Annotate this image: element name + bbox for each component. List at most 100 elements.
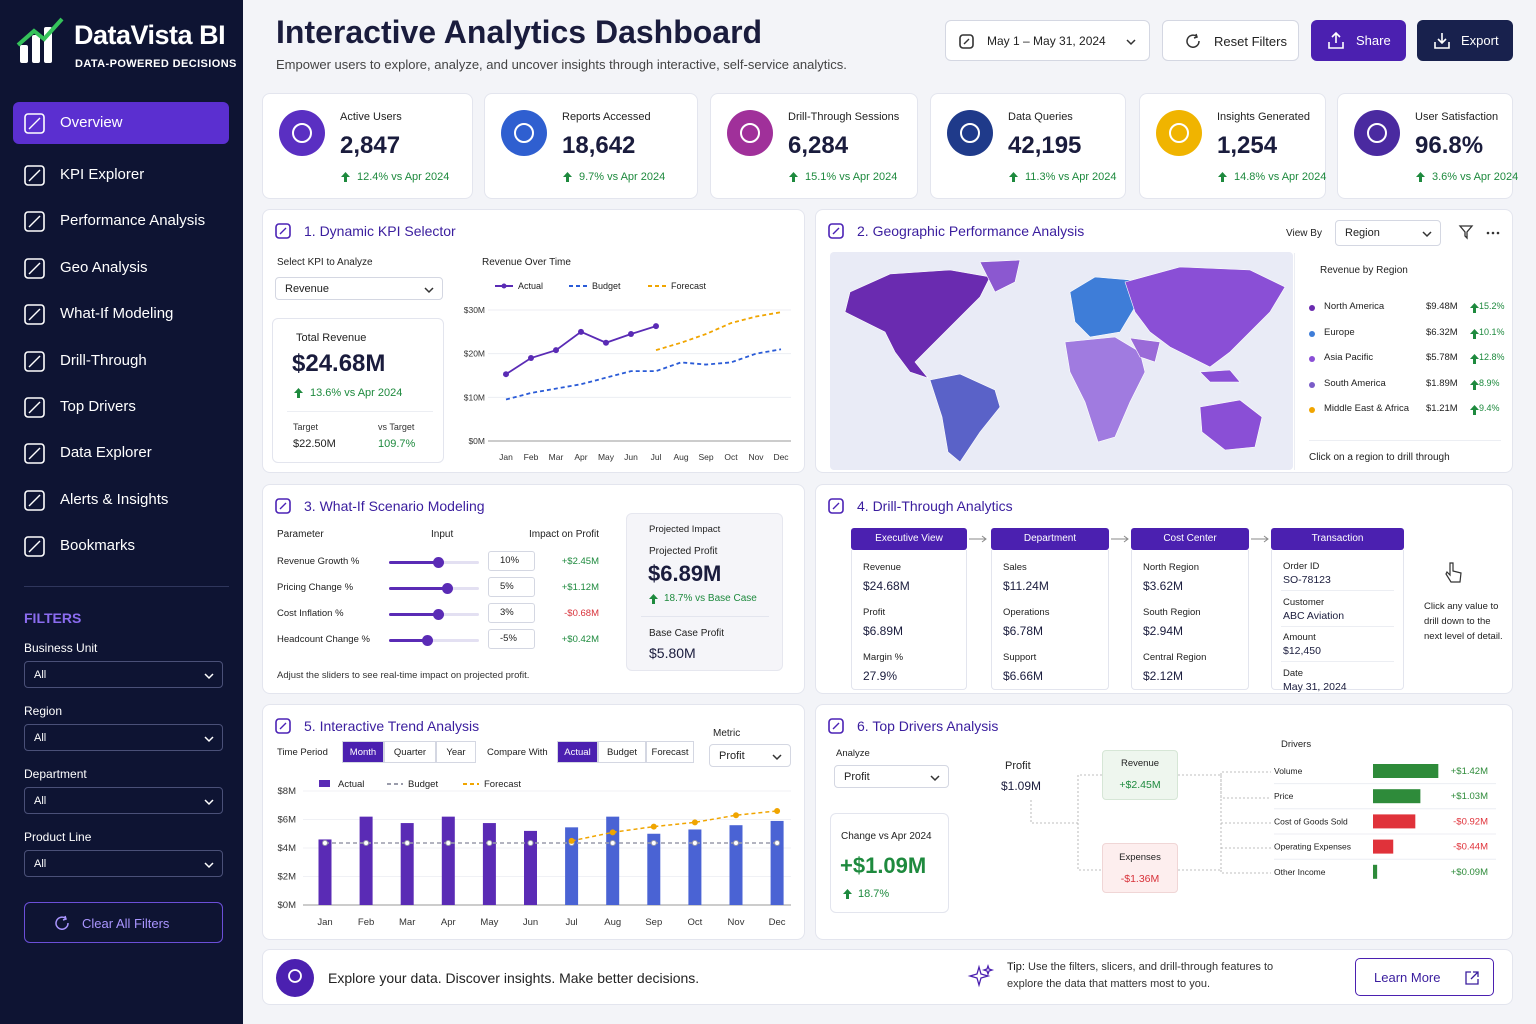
reset-button[interactable]: Reset Filters	[1162, 20, 1299, 61]
clear-filters-label: Clear All Filters	[82, 916, 170, 931]
map-region	[844, 269, 991, 379]
data-point	[653, 323, 659, 330]
nav-item[interactable]: Drill-Through	[13, 343, 229, 379]
drill-header[interactable]: Transaction	[1271, 528, 1404, 550]
sparkle-icon	[967, 963, 995, 988]
clear-filters-button[interactable]: Clear All Filters	[24, 902, 223, 943]
input-value: 3%	[500, 607, 514, 618]
learn-more-button[interactable]: Learn More	[1355, 958, 1494, 996]
nav-item[interactable]: Bookmarks	[13, 528, 229, 564]
region-name[interactable]: Europe	[1324, 326, 1355, 338]
region-name[interactable]: North America	[1324, 301, 1385, 312]
region-name[interactable]: Asia Pacific	[1324, 352, 1374, 364]
region-dot	[1309, 381, 1315, 388]
chevron-path	[204, 861, 214, 868]
dropdown[interactable]: Revenue	[275, 277, 443, 300]
slider-knob[interactable]	[442, 583, 453, 594]
kpi-label: Data Queries	[1008, 111, 1073, 123]
drill-item-value[interactable]: 27.9%	[863, 669, 898, 683]
drill-item-value[interactable]: $6.78M	[1003, 624, 1044, 638]
drill-item-value[interactable]: May 31, 2024	[1283, 680, 1347, 693]
arrow	[1251, 535, 1269, 543]
dropdown[interactable]: Profit	[834, 765, 949, 788]
toggle-option[interactable]: Forecast	[646, 741, 694, 763]
y-tick-label: $8M	[278, 786, 297, 797]
logo-icon	[16, 17, 64, 63]
date-range-picker[interactable]: May 1 – May 31, 2024	[945, 20, 1150, 61]
y-tick-label: $4M	[278, 843, 297, 854]
dropdown[interactable]: All	[24, 850, 223, 877]
toggle-option[interactable]: Quarter	[384, 741, 436, 763]
dropdown[interactable]: All	[24, 724, 223, 751]
x-tick-label: Dec	[773, 452, 789, 462]
up-arrow-shape	[1470, 405, 1479, 416]
input-box[interactable]: -5%	[488, 629, 535, 649]
drill-header[interactable]: Department	[991, 528, 1109, 550]
slider-knob[interactable]	[433, 609, 444, 620]
drill-item-label: Sales	[1003, 562, 1027, 573]
region-dot	[1309, 305, 1315, 311]
pointer-icon	[1445, 562, 1462, 583]
dropdown[interactable]: All	[24, 661, 223, 688]
drill-item-value[interactable]: $11.24M	[1003, 579, 1049, 593]
kpi-change: 11.3% vs Apr 2024	[1025, 171, 1117, 183]
nav-item[interactable]: Alerts & Insights	[13, 482, 229, 518]
nav-item[interactable]: Top Drivers	[13, 389, 229, 425]
nav-item[interactable]: Data Explorer	[13, 435, 229, 471]
region-name[interactable]: South America	[1324, 377, 1386, 389]
share-button[interactable]: Share	[1311, 20, 1406, 61]
icon	[24, 304, 45, 325]
nav-item[interactable]: Performance Analysis	[13, 203, 229, 239]
input-box[interactable]: 10%	[488, 551, 535, 571]
nav-label: Drill-Through	[60, 351, 147, 369]
nav-item[interactable]: Geo Analysis	[13, 250, 229, 286]
nav-item[interactable]: KPI Explorer	[13, 157, 229, 193]
kpi-icon-glyph	[514, 123, 534, 143]
dropdown-value: Profit	[844, 770, 870, 783]
kpi-icon	[727, 110, 773, 156]
toggle-option[interactable]: Year	[436, 741, 476, 763]
drill-item-value[interactable]: ABC Aviation	[1283, 609, 1345, 622]
drill-item-value[interactable]: $12,450	[1283, 645, 1321, 657]
view-by-label: View By	[1286, 228, 1322, 239]
export-button[interactable]: Export	[1417, 20, 1513, 61]
logo-arrow	[16, 17, 64, 47]
drill-item-value[interactable]: $2.12M	[1143, 669, 1184, 683]
drill-header[interactable]: Cost Center	[1131, 528, 1249, 550]
dropdown[interactable]: Profit	[709, 744, 791, 767]
y-tick-label: $10M	[464, 392, 485, 402]
dropdown[interactable]: Region	[1335, 220, 1441, 246]
dropdown[interactable]: All	[24, 787, 223, 814]
drill-item-value[interactable]: SO-78123	[1283, 574, 1331, 586]
drill-item-value[interactable]: $6.66M	[1003, 669, 1044, 683]
input-box[interactable]: 5%	[488, 577, 535, 597]
slider-knob[interactable]	[433, 557, 444, 568]
input-box[interactable]: 3%	[488, 603, 535, 623]
drill-header[interactable]: Executive View	[851, 528, 967, 550]
up-arrow-shape	[1470, 303, 1479, 313]
region-dot	[1309, 330, 1315, 337]
drill-item-label: Operations	[1003, 607, 1050, 618]
parameter-label: Headcount Change %	[277, 634, 370, 645]
toggle-option[interactable]: Actual	[557, 741, 598, 763]
region-name[interactable]: Middle East & Africa	[1324, 403, 1410, 415]
target-label: Target	[293, 422, 319, 432]
drill-header-label: Executive View	[875, 533, 943, 544]
kpi-label: Insights Generated	[1217, 111, 1310, 123]
drill-item-value[interactable]: $6.89M	[863, 624, 904, 638]
x-tick-label: Jul	[566, 917, 578, 928]
nav-item[interactable]: Overview	[13, 105, 229, 141]
bar	[400, 823, 414, 905]
drill-item-value[interactable]: $3.62M	[1143, 579, 1184, 593]
nav-item[interactable]: What-If Modeling	[13, 296, 229, 332]
slider-knob[interactable]	[422, 635, 433, 646]
drill-item-value[interactable]: $2.94M	[1143, 624, 1184, 638]
icon-shape	[24, 257, 45, 279]
up-arrow-shape	[294, 388, 303, 398]
kpi-summary-card: Total Revenue $24.68M 13.6% vs Apr 2024 Tar…	[272, 318, 444, 463]
toggle-option[interactable]: Month	[342, 741, 384, 763]
toggle-option[interactable]: Budget	[598, 741, 646, 763]
kpi-value: 6,284	[788, 132, 849, 159]
export-shape	[1434, 33, 1450, 49]
drill-item-value[interactable]: $24.68M	[863, 579, 910, 593]
